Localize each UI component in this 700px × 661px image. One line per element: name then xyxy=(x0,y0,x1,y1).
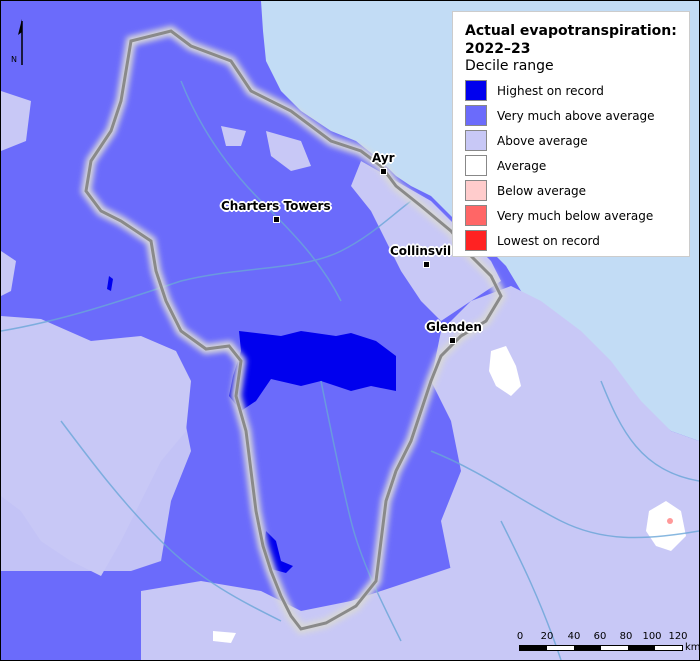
legend-item: Above average xyxy=(465,128,679,153)
legend-item-label: Very much above average xyxy=(497,108,655,123)
scale-tick: 100 xyxy=(642,631,662,642)
legend-item-label: Lowest on record xyxy=(497,233,600,248)
legend-item-label: Above average xyxy=(497,133,588,148)
north-arrow-icon xyxy=(18,19,23,65)
town-marker-glenden xyxy=(449,337,456,344)
legend-item: Very much below average xyxy=(465,203,679,228)
map-legend: Actual evapotranspiration: 2022–23 Decil… xyxy=(452,11,690,257)
north-arrow: N xyxy=(9,17,29,71)
legend-item: Very much above average xyxy=(465,103,679,128)
legend-item-label: Below average xyxy=(497,183,587,198)
town-marker-ayr xyxy=(380,168,387,175)
legend-item: Lowest on record xyxy=(465,228,679,253)
scale-tick: 120 xyxy=(668,631,688,642)
legend-swatch xyxy=(465,80,487,101)
legend-item-label: Very much below average xyxy=(497,208,654,223)
scale-tick: 0 xyxy=(516,631,524,642)
scale-unit: km xyxy=(685,642,700,653)
town-label-ayr: Ayr xyxy=(372,151,395,165)
scale-tick: 60 xyxy=(593,631,607,642)
region-below-average xyxy=(667,518,673,524)
legend-title: Actual evapotranspiration: 2022–23 xyxy=(465,23,677,57)
legend-item: Average xyxy=(465,153,679,178)
scale-tick: 40 xyxy=(567,631,581,642)
north-arrow-label: N xyxy=(11,55,17,64)
legend-item: Highest on record xyxy=(465,78,679,103)
region-average xyxy=(213,346,686,643)
scale-bar-strip xyxy=(519,645,683,651)
scale-tick: 80 xyxy=(619,631,633,642)
town-label-collinsville: Collinsvil xyxy=(390,244,452,258)
legend-swatch xyxy=(465,230,487,251)
legend-swatch xyxy=(465,180,487,201)
legend-item-label: Average xyxy=(497,158,547,173)
region-above-average xyxy=(1,91,699,660)
town-label-glenden: Glenden xyxy=(426,320,482,334)
town-marker-charters-towers xyxy=(273,216,280,223)
scale-bar: 0 20 40 60 80 100 120 km xyxy=(516,631,699,659)
legend-item-label: Highest on record xyxy=(497,83,604,98)
town-label-charters-towers: Charters Towers xyxy=(221,199,331,213)
legend-swatch xyxy=(465,130,487,151)
legend-swatch xyxy=(465,105,487,126)
legend-item: Below average xyxy=(465,178,679,203)
town-marker-collinsville xyxy=(423,261,430,268)
legend-swatch xyxy=(465,155,487,176)
legend-subtitle: Decile range xyxy=(465,58,554,74)
rivers xyxy=(1,80,699,660)
legend-items: Highest on record Very much above averag… xyxy=(465,78,679,253)
legend-swatch xyxy=(465,205,487,226)
scale-tick: 20 xyxy=(540,631,554,642)
